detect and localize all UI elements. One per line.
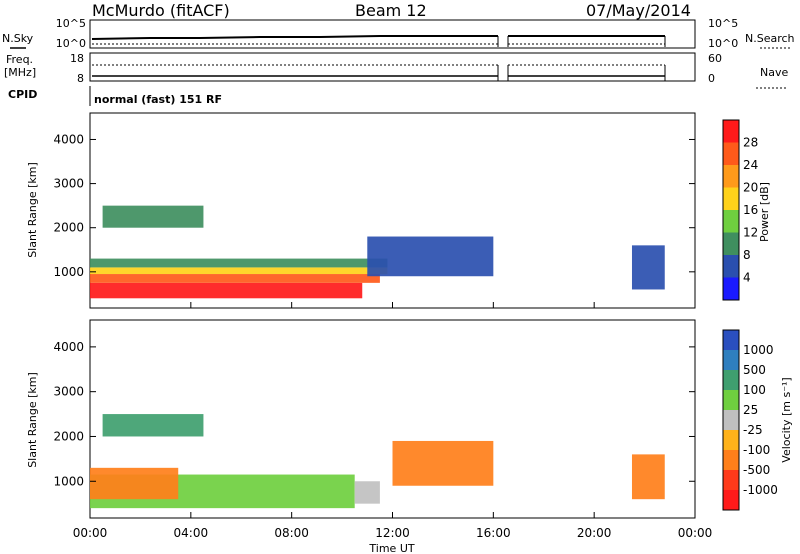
vel-echo-region-5 (631, 454, 665, 500)
noise-left-tick-top: 10^5 (56, 17, 86, 30)
noise-right-tick-bottom: 10^0 (708, 37, 738, 50)
nave-label: Nave (760, 66, 788, 79)
velocity-colorbar: 1000 500 100 25 -25 -100 -500 -1000 Velocity [m… (722, 329, 793, 511)
x-axis-label: Time UT (368, 542, 414, 554)
freq-panel: 18 8 60 0 (70, 52, 722, 85)
power-colorbar-swatch-5 (723, 165, 739, 188)
velocity-colorbar-tick-0: 1000 (743, 343, 774, 357)
vel-ytick-label-1: 2000 (53, 429, 84, 443)
velocity-colorbar-swatch-4 (723, 410, 739, 430)
freq-label-line1: Freq. (6, 53, 33, 66)
pw-echo-region-2 (90, 267, 388, 275)
vel-ytick-label-3: 4000 (53, 340, 84, 354)
xtick-label-5: 20:00 (577, 526, 612, 540)
pw-ytick-label-0: 1000 (53, 265, 84, 279)
date-title: 07/May/2014 (586, 1, 691, 20)
vel-echo-region-3 (392, 440, 494, 486)
velocity-colorbar-swatch-0 (723, 330, 739, 350)
power-colorbar-swatch-6 (723, 142, 739, 165)
velocity-plot-area (90, 414, 665, 509)
pw-echo-region-3 (90, 258, 388, 268)
freq-right-tick-bottom: 0 (708, 72, 715, 85)
velocity-colorbar-tick-4: -25 (743, 423, 763, 437)
vel-ytick-label-0: 1000 (53, 474, 84, 488)
cpid-text: normal (fast) 151 RF (94, 93, 222, 106)
nsky-label: N.Sky (2, 32, 34, 45)
x-axis-ticks: 00:00 04:00 08:00 12:00 16:00 20:00 00:00 (73, 526, 713, 540)
xtick-label-6: 00:00 (678, 526, 713, 540)
power-colorbar-swatch-4 (723, 187, 739, 210)
xtick-label-0: 00:00 (73, 526, 108, 540)
power-colorbar-tick-5: 24 (743, 158, 758, 172)
xtick-label-1: 04:00 (174, 526, 209, 540)
freq-label-line2: [MHz] (4, 66, 36, 79)
xtick-label-4: 16:00 (476, 526, 511, 540)
velocity-colorbar-tick-1: 500 (743, 363, 766, 377)
pw-echo-region-0 (90, 282, 363, 299)
power-colorbar-tick-1: 8 (743, 248, 751, 262)
velocity-colorbar-tick-2: 100 (743, 383, 766, 397)
velocity-colorbar-frame (722, 329, 740, 511)
velocity-colorbar-tick-7: -1000 (743, 483, 778, 497)
power-colorbar-swatch-2 (723, 232, 739, 255)
power-colorbar-tick-0: 4 (743, 271, 751, 285)
noise-panel: 10^5 10^0 10^5 10^0 (56, 17, 738, 50)
pw-echo-region-1 (90, 274, 380, 283)
power-colorbar-tick-3: 16 (743, 203, 758, 217)
power-y-ticks: 1000 2000 3000 4000 (53, 132, 696, 308)
velocity-y-label: Slant Range [km] (26, 372, 39, 468)
power-colorbar-swatch-7 (723, 120, 739, 143)
velocity-colorbar-swatch-6 (723, 450, 739, 470)
pw-echo-region-6 (631, 245, 665, 290)
velocity-colorbar-swatch-8 (723, 490, 739, 510)
freq-left-tick-top: 18 (70, 52, 84, 65)
velocity-colorbar-tick-6: -500 (743, 463, 770, 477)
velocity-colorbar-swatch-3 (723, 390, 739, 410)
vel-ytick-label-2: 3000 (53, 385, 84, 399)
vel-echo-region-1 (90, 467, 179, 500)
pw-ytick-label-3: 4000 (53, 132, 84, 146)
beam-title: Beam 12 (355, 1, 427, 20)
power-y-label: Slant Range [km] (26, 162, 39, 258)
power-plot-area (90, 205, 665, 299)
power-colorbar: 4 8 12 16 20 24 28 Power [dB] (722, 119, 771, 301)
power-colorbar-frame (722, 119, 740, 301)
power-colorbar-swatch-0 (723, 277, 739, 300)
velocity-y-ticks: 1000 2000 3000 4000 (53, 340, 696, 518)
velocity-colorbar-label: Velocity [m s⁻¹] (780, 377, 793, 462)
velocity-colorbar-tick-3: 25 (743, 403, 758, 417)
power-colorbar-tick-6: 28 (743, 136, 758, 150)
vel-echo-region-2 (354, 481, 380, 504)
pw-ytick-label-2: 3000 (53, 177, 84, 191)
pw-echo-region-4 (367, 236, 494, 277)
xtick-label-3: 12:00 (375, 526, 410, 540)
power-colorbar-tick-4: 20 (743, 181, 758, 195)
velocity-colorbar-swatch-1 (723, 350, 739, 370)
power-colorbar-swatch-1 (723, 255, 739, 278)
power-panel: 1000 2000 3000 4000 Slant Range [km] (26, 112, 696, 309)
freq-right-tick-top: 60 (708, 52, 722, 65)
pw-ytick-label-1: 2000 (53, 221, 84, 235)
nsearch-label: N.Search (745, 32, 795, 45)
velocity-colorbar-tick-5: -100 (743, 443, 770, 457)
station-title: McMurdo (fitACF) (92, 1, 230, 20)
power-colorbar-tick-2: 12 (743, 226, 758, 240)
freq-left-tick-bottom: 8 (77, 72, 84, 85)
pw-echo-region-5 (102, 205, 204, 228)
velocity-panel: 1000 2000 3000 4000 Slant Range [km] (26, 319, 696, 519)
power-colorbar-swatch-3 (723, 210, 739, 233)
xtick-label-2: 08:00 (274, 526, 309, 540)
velocity-colorbar-swatch-7 (723, 470, 739, 490)
noise-right-tick-top: 10^5 (708, 17, 738, 30)
noise-left-tick-bottom: 10^0 (56, 37, 86, 50)
nsky-trace (91, 35, 498, 40)
velocity-colorbar-swatch-5 (723, 430, 739, 450)
cpid-label: CPID (8, 88, 37, 101)
vel-echo-region-4 (102, 414, 204, 437)
velocity-colorbar-swatch-2 (723, 370, 739, 390)
power-colorbar-label: Power [dB] (758, 182, 771, 242)
